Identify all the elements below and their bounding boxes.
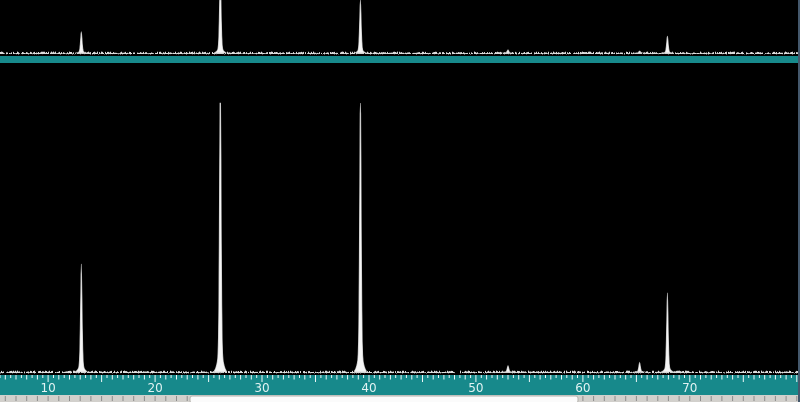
bottom-pattern-panel[interactable] xyxy=(0,63,800,375)
diffraction-peak xyxy=(633,50,646,54)
panel-divider-bar xyxy=(0,56,800,63)
top-pattern-panel[interactable] xyxy=(0,0,800,56)
diffraction-peak xyxy=(214,0,227,54)
axis-tick-label: 10 xyxy=(40,381,55,395)
window-right-border xyxy=(798,0,800,402)
axis-tick-label: 70 xyxy=(682,381,697,395)
diffraction-peak xyxy=(354,0,367,54)
scrollbar-thumb[interactable] xyxy=(189,395,579,402)
two-theta-axis-bar[interactable]: 10 20 30 40 50 60 70 xyxy=(0,375,800,395)
diffraction-peak xyxy=(214,102,227,373)
axis-tick-label: 30 xyxy=(254,381,269,395)
baseline-noise-dim xyxy=(0,372,799,374)
axis-tick-label: 40 xyxy=(361,381,376,395)
axis-tick-label: 20 xyxy=(147,381,162,395)
diffraction-peak xyxy=(75,263,88,373)
diffraction-peak xyxy=(633,361,646,373)
axis-ticks xyxy=(0,375,798,382)
diffraction-peak xyxy=(661,292,674,373)
diffraction-peak xyxy=(661,35,674,54)
baseline-noise xyxy=(0,51,800,54)
axis-tick-label: 60 xyxy=(575,381,590,395)
diffraction-peak xyxy=(502,49,514,54)
diffraction-peak xyxy=(75,31,88,54)
diffraction-peak xyxy=(354,102,367,373)
diffraction-peak xyxy=(502,365,514,373)
baseline-noise-dim xyxy=(6,53,799,55)
axis-tick-label: 50 xyxy=(468,381,483,395)
horizontal-scrollbar[interactable] xyxy=(0,395,800,402)
